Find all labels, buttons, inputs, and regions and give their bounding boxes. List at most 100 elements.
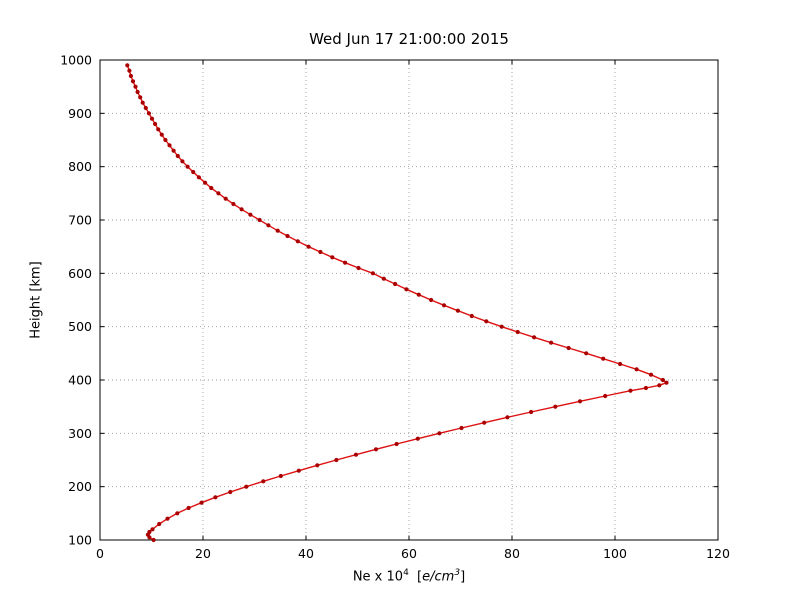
- xlabel-exponent: 4: [403, 568, 409, 578]
- x-axis-label: Ne x 104 [e/cm3]: [100, 568, 718, 584]
- data-point-marker: [296, 468, 301, 473]
- data-point-marker: [171, 148, 176, 153]
- data-point-marker: [318, 249, 323, 255]
- data-point-marker: [469, 313, 474, 319]
- data-point-marker: [125, 63, 130, 68]
- data-point-marker: [244, 484, 249, 489]
- y-tick-label: 500: [68, 319, 92, 334]
- xlabel-prefix: Ne x 10: [352, 569, 404, 585]
- data-point-marker: [482, 420, 487, 425]
- data-point-marker: [393, 281, 398, 287]
- x-tick-label: 100: [603, 546, 627, 561]
- data-point-marker: [381, 276, 386, 281]
- data-point-marker: [429, 297, 434, 303]
- data-point-marker: [127, 68, 132, 73]
- data-point-marker: [455, 308, 460, 313]
- x-tick-label: 120: [706, 546, 730, 561]
- data-point-marker: [147, 529, 152, 535]
- data-point-marker: [266, 223, 271, 228]
- data-point-marker: [157, 521, 162, 527]
- data-point-marker: [343, 260, 348, 265]
- data-point-marker: [199, 500, 204, 505]
- data-point-marker: [209, 185, 214, 191]
- data-point-marker: [261, 479, 266, 484]
- data-point-marker: [143, 105, 148, 111]
- y-tick-label: 1000: [60, 53, 92, 68]
- data-point-marker: [566, 345, 571, 351]
- y-tick-label: 300: [68, 426, 92, 441]
- data-point-marker: [618, 361, 623, 367]
- data-point-marker: [373, 447, 379, 452]
- data-point-marker: [153, 121, 158, 127]
- y-tick-label: 700: [68, 213, 92, 228]
- data-point-marker: [128, 73, 133, 79]
- data-point-marker: [370, 271, 375, 276]
- data-point-marker: [584, 351, 589, 356]
- data-point-marker: [186, 505, 191, 511]
- data-point-marker: [577, 399, 583, 404]
- data-point-marker: [133, 84, 138, 89]
- data-point-marker: [499, 324, 504, 329]
- data-point-marker: [285, 233, 290, 239]
- data-point-marker: [648, 372, 654, 377]
- data-point-marker: [239, 207, 244, 212]
- data-point-marker: [295, 239, 300, 244]
- data-point-marker: [146, 111, 151, 116]
- data-point-marker: [140, 100, 145, 105]
- data-point-marker: [130, 79, 136, 84]
- x-tick-label: 60: [401, 546, 417, 561]
- data-point-marker: [532, 335, 537, 340]
- data-point-marker: [315, 463, 320, 468]
- data-point-marker: [213, 495, 218, 500]
- x-tick-label: 0: [96, 546, 104, 561]
- data-point-marker: [175, 511, 180, 516]
- x-tick-label: 40: [298, 546, 314, 561]
- data-point-marker: [415, 436, 420, 441]
- data-point-marker: [505, 415, 510, 420]
- data-point-marker: [165, 516, 170, 521]
- data-point-marker: [515, 329, 520, 335]
- xlabel-unit-exponent: 3: [454, 568, 461, 578]
- data-point-marker: [657, 383, 662, 388]
- data-point-marker: [163, 137, 168, 143]
- data-point-marker: [416, 292, 421, 297]
- data-point-marker: [203, 180, 208, 185]
- data-point-marker: [228, 489, 233, 495]
- y-tick-label: 400: [68, 373, 92, 388]
- data-point-marker: [175, 153, 180, 159]
- data-point-marker: [196, 175, 201, 180]
- data-point-marker: [330, 255, 335, 260]
- data-point-marker: [459, 425, 464, 431]
- data-point-marker: [156, 127, 161, 132]
- data-point-marker: [248, 212, 253, 217]
- data-point-marker: [356, 265, 361, 271]
- data-point-marker: [441, 303, 447, 308]
- xlabel-unit: e/cm: [422, 569, 455, 585]
- xlabel-bracket-open: [: [408, 569, 423, 585]
- series-line: [126, 65, 668, 541]
- data-point-marker: [549, 340, 554, 345]
- y-tick-label: 200: [68, 479, 92, 494]
- y-tick-label: 800: [68, 159, 92, 174]
- data-point-marker: [643, 385, 649, 391]
- data-point-marker: [553, 404, 558, 409]
- data-point-marker: [278, 473, 283, 479]
- data-point-marker: [529, 409, 534, 415]
- data-point-marker: [135, 89, 140, 95]
- data-point-marker: [231, 201, 236, 207]
- x-tick-label: 20: [195, 546, 211, 561]
- data-point-marker: [603, 393, 608, 399]
- data-point-marker: [334, 457, 339, 463]
- xlabel-bracket-close: ]: [460, 569, 466, 585]
- data-point-marker: [484, 319, 489, 324]
- y-tick-label: 900: [68, 106, 92, 121]
- data-point-marker: [628, 388, 633, 393]
- y-tick-label: 100: [68, 533, 92, 548]
- data-point-marker: [185, 164, 190, 169]
- data-point-marker: [437, 431, 442, 436]
- data-point-marker: [664, 380, 669, 385]
- data-point-marker: [150, 527, 155, 532]
- data-point-marker: [223, 196, 228, 201]
